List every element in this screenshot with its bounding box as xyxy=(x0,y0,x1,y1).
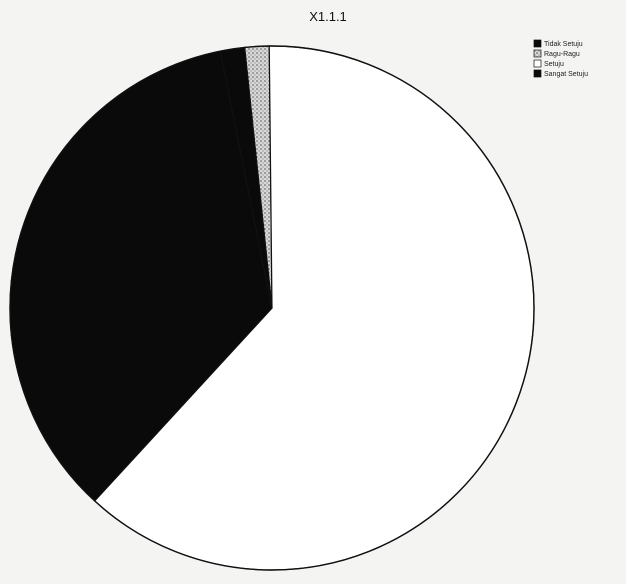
chart-title: X1.1.1 xyxy=(309,9,347,24)
pie-slices xyxy=(9,45,535,571)
legend-swatch xyxy=(533,59,542,68)
legend-label: Sangat Setuju xyxy=(544,71,588,78)
legend-label: Ragu-Ragu xyxy=(544,51,580,58)
legend: Tidak Setuju Ragu-Ragu Setuju Sangat Setuju xyxy=(533,39,588,78)
legend-label: Setuju xyxy=(544,61,564,68)
legend-swatch xyxy=(533,49,542,58)
legend-swatch xyxy=(533,69,542,78)
legend-swatch xyxy=(533,39,542,48)
pie-outline xyxy=(9,45,535,571)
legend-label: Tidak Setuju xyxy=(544,41,583,48)
